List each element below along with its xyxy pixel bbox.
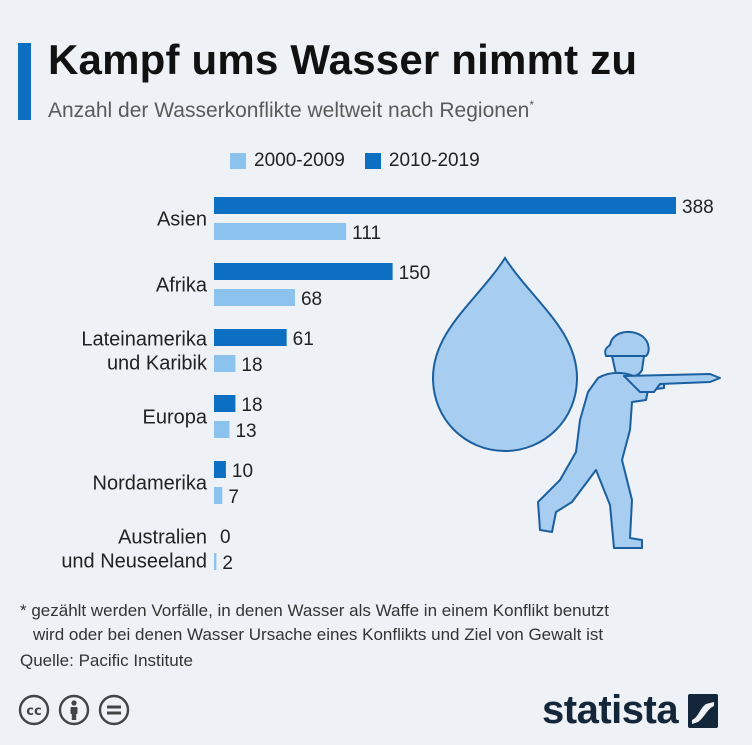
- value-label-afrika-2000: 68: [301, 289, 322, 310]
- legend-swatch-2000: [230, 153, 246, 169]
- category-label-lateinamerika-line-1: Lateinamerika: [81, 329, 208, 351]
- title-accent-bar: [18, 43, 31, 120]
- value-label-australien-2010: 0: [220, 527, 231, 548]
- bar-asien-2000: [214, 223, 347, 240]
- category-label-nordamerika: Nordamerika: [93, 473, 208, 495]
- legend-label-2000: 2000-2009: [254, 150, 345, 171]
- category-label-afrika: Afrika: [156, 275, 208, 297]
- subtitle-text: Anzahl der Wasserkonflikte weltweit nach…: [48, 99, 530, 122]
- value-label-nordamerika-2000: 7: [228, 487, 239, 508]
- subtitle-footnote-mark: *: [529, 98, 534, 112]
- value-labels: 388 111 150 68 61 18 18 13 10 7 0 2: [220, 197, 714, 574]
- bar-australien-2000: [214, 553, 217, 570]
- by-attribution-icon[interactable]: [58, 694, 90, 726]
- license-icons: cc: [18, 694, 130, 726]
- bar-nordamerika-2000: [214, 487, 223, 504]
- value-label-nordamerika-2010: 10: [232, 461, 253, 482]
- bar-lateinamerika-2000: [214, 355, 236, 372]
- value-label-lateinamerika-2000: 18: [241, 355, 262, 376]
- category-label-australien-line-2: und Neuseeland: [61, 551, 207, 573]
- bar-europa-2010: [214, 395, 236, 412]
- category-label-australien-line-1: Australien: [118, 527, 207, 549]
- category-label-lateinamerika-line-2: und Karibik: [107, 353, 208, 375]
- legend-item-2000: 2000-2009: [230, 150, 345, 172]
- bar-nordamerika-2010: [214, 461, 226, 478]
- source-note: Quelle: Pacific Institute: [20, 651, 193, 670]
- statista-logo[interactable]: statista: [542, 688, 719, 733]
- statista-mark-icon: [688, 693, 719, 728]
- category-label-asien: Asien: [157, 209, 207, 231]
- brand-name: statista: [542, 688, 679, 732]
- value-label-europa-2010: 18: [241, 395, 262, 416]
- soldier-icon: [537, 330, 721, 549]
- value-label-europa-2000: 13: [235, 421, 256, 442]
- bar-europa-2000: [214, 421, 230, 438]
- page-title: Kampf ums Wasser nimmt zu: [48, 36, 638, 83]
- chart-legend: 2000-2009 2010-2019: [230, 150, 480, 172]
- value-label-asien-2000: 111: [352, 223, 381, 244]
- value-label-lateinamerika-2010: 61: [293, 329, 314, 350]
- category-label-europa: Europa: [143, 407, 208, 429]
- illustration: [431, 256, 721, 549]
- footnote-line-1: * gezählt werden Vorfälle, in denen Wass…: [20, 601, 610, 620]
- page-subtitle: Anzahl der Wasserkonflikte weltweit nach…: [48, 98, 534, 123]
- footnote: * gezählt werden Vorfälle, in denen Wass…: [20, 599, 740, 647]
- legend-swatch-2010: [364, 153, 381, 169]
- footnote-line-2: wird oder bei denen Wasser Ursache eines…: [33, 625, 604, 644]
- bars: [214, 197, 676, 570]
- bar-lateinamerika-2010: [214, 329, 287, 346]
- water-drop-icon: [431, 256, 579, 453]
- svg-text:cc: cc: [26, 704, 41, 719]
- bar-afrika-2010: [214, 263, 393, 280]
- value-label-afrika-2010: 150: [399, 263, 431, 284]
- bar-asien-2010: [214, 197, 676, 214]
- no-derivatives-icon[interactable]: [98, 694, 130, 726]
- cc-icon[interactable]: cc: [18, 694, 50, 726]
- bar-afrika-2000: [214, 289, 295, 306]
- value-label-australien-2000: 2: [222, 553, 233, 574]
- legend-item-2010: 2010-2019: [364, 150, 480, 172]
- legend-label-2010: 2010-2019: [388, 150, 480, 171]
- value-label-asien-2010: 388: [682, 197, 714, 218]
